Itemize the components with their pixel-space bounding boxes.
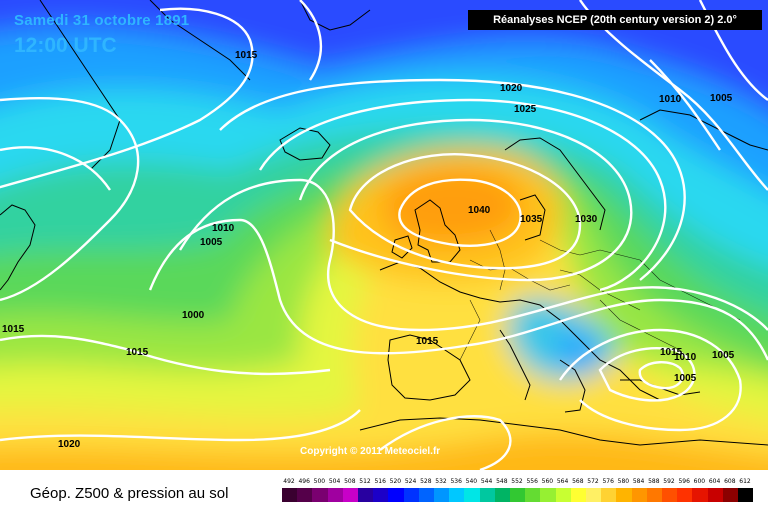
legend-swatch xyxy=(464,488,480,502)
legend-value: 492 xyxy=(283,478,295,485)
legend-swatch xyxy=(479,488,495,502)
isobar-label: 1020 xyxy=(500,83,523,94)
legend-value: 600 xyxy=(693,478,706,485)
legend-swatch xyxy=(646,488,662,502)
legend-value: 584 xyxy=(632,478,645,485)
legend-value: 516 xyxy=(374,478,386,485)
legend-swatch xyxy=(616,488,632,502)
isobar-label: 1015 xyxy=(660,347,683,358)
legend-swatch xyxy=(692,488,708,502)
legend-swatch xyxy=(525,488,541,502)
legend-swatch xyxy=(282,488,298,502)
legend-value: 604 xyxy=(708,478,721,485)
legend-swatch xyxy=(601,488,617,502)
legend-value: 528 xyxy=(420,478,432,485)
footer-title: Géop. Z500 & pression au sol xyxy=(30,485,229,502)
legend-value: 568 xyxy=(572,478,584,485)
map-date: Samedi 31 octobre 1891 xyxy=(14,12,190,29)
legend-value: 608 xyxy=(724,478,736,485)
legend-swatch xyxy=(403,488,419,502)
legend-swatch xyxy=(540,488,556,502)
isobar-label: 1015 xyxy=(126,347,149,358)
legend-swatch xyxy=(586,488,602,502)
isobar-label: 1005 xyxy=(674,373,697,384)
legend-swatch xyxy=(418,488,434,502)
isobar-label: 1005 xyxy=(710,93,733,104)
legend-value: 564 xyxy=(556,478,569,485)
legend-swatch xyxy=(449,488,465,502)
legend-value: 592 xyxy=(663,478,675,485)
isobar-label: 1030 xyxy=(575,214,598,225)
legend-value: 544 xyxy=(480,478,493,485)
copyright-text: Copyright © 2011 Meteociel.fr xyxy=(300,446,441,457)
legend-swatch xyxy=(327,488,343,502)
isobar-label: 1015 xyxy=(2,324,25,335)
isobar-label: 1020 xyxy=(58,439,81,450)
legend-swatch xyxy=(342,488,358,502)
legend-value: 548 xyxy=(496,478,508,485)
isobar-label: 1000 xyxy=(182,310,205,321)
legend-swatch xyxy=(297,488,313,502)
legend-value: 508 xyxy=(344,478,356,485)
legend-value: 504 xyxy=(328,478,341,485)
legend-value: 520 xyxy=(389,478,402,485)
isobar-label: 1005 xyxy=(712,350,735,361)
source-label: Réanalyses NCEP (20th century version 2)… xyxy=(468,10,762,30)
legend-value: 512 xyxy=(359,478,371,485)
legend-value: 500 xyxy=(313,478,326,485)
legend-swatch xyxy=(738,488,754,502)
legend-value: 612 xyxy=(739,478,751,485)
legend-swatch xyxy=(312,488,328,502)
legend-swatch xyxy=(555,488,571,502)
legend-swatch xyxy=(510,488,526,502)
isobar-label: 1015 xyxy=(416,336,439,347)
geopotential-map: 1015 1020 1025 1040 1035 1030 1010 1005 … xyxy=(0,0,768,470)
legend-value: 540 xyxy=(465,478,478,485)
legend-value: 580 xyxy=(617,478,630,485)
isobar-label: 1040 xyxy=(468,205,491,216)
legend-value: 536 xyxy=(450,478,462,485)
legend-value: 532 xyxy=(435,478,447,485)
legend-swatch xyxy=(373,488,389,502)
legend-swatch xyxy=(358,488,374,502)
legend-swatch xyxy=(494,488,510,502)
legend-value: 596 xyxy=(678,478,690,485)
isobar-label: 1010 xyxy=(674,352,697,363)
legend-value: 556 xyxy=(526,478,538,485)
legend-swatch xyxy=(707,488,723,502)
isobar-label: 1035 xyxy=(520,214,543,225)
legend-swatch xyxy=(662,488,678,502)
isobar-labels: 1015 1020 1025 1040 1035 1030 1010 1005 … xyxy=(2,50,735,450)
legend-value: 496 xyxy=(298,478,310,485)
legend-swatch xyxy=(631,488,647,502)
isobar-label: 1015 xyxy=(235,50,258,61)
legend-value: 576 xyxy=(602,478,614,485)
isobar-label: 1010 xyxy=(212,223,235,234)
isobar-label: 1005 xyxy=(200,237,223,248)
legend-swatch xyxy=(677,488,693,502)
legend-swatch xyxy=(570,488,586,502)
legend-value: 524 xyxy=(404,478,417,485)
legend-swatch xyxy=(434,488,450,502)
legend-value: 552 xyxy=(511,478,523,485)
isobar-label: 1010 xyxy=(659,94,682,105)
map-time: 12:00 UTC xyxy=(14,34,117,57)
legend-value: 560 xyxy=(541,478,554,485)
legend-value: 572 xyxy=(587,478,599,485)
legend-swatch xyxy=(722,488,738,502)
isobar-label: 1025 xyxy=(514,104,537,115)
legend-value: 588 xyxy=(648,478,660,485)
legend-swatch xyxy=(388,488,404,502)
